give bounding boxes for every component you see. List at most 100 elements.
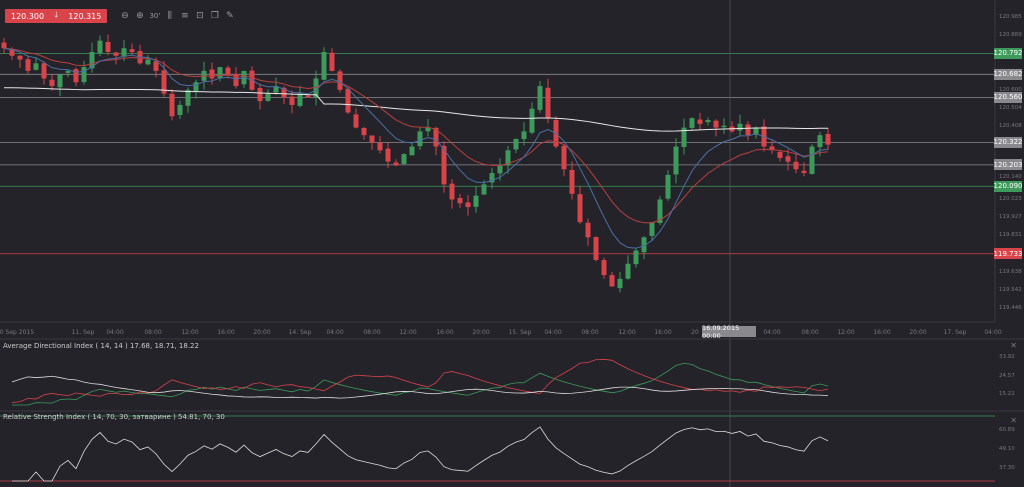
price-badge[interactable]: 120.300 🡓 120.315 [5, 9, 108, 23]
candle [121, 39, 127, 62]
candle [745, 121, 751, 141]
candle [33, 57, 39, 71]
time-tick: 16:00 [654, 329, 672, 336]
screenshot-icon[interactable]: ⊡ [196, 11, 204, 21]
adx-minus-di [11, 358, 829, 403]
level-tag: 119.733 [993, 248, 1023, 260]
adx-title: Average Directional Index ( 14, 14 ) 17.… [3, 342, 199, 350]
candle-body [121, 48, 127, 57]
candle-body [497, 165, 503, 174]
draw-icon[interactable]: ✎ [226, 11, 234, 21]
candle-body [353, 114, 359, 128]
candle-body [273, 86, 279, 93]
time-tick: 08:00 [363, 329, 381, 336]
time-tick: 12:00 [618, 329, 636, 336]
arrow-down-icon: 🡓 [54, 10, 59, 19]
toolbar: 120.300 🡓 120.315 ⊖ ⊕ 30' ⫼ ≡ ⊡ ❐ ✎ [5, 9, 237, 23]
candle [41, 61, 47, 85]
candle-body [577, 194, 583, 223]
candle [521, 122, 527, 146]
candle-body [345, 88, 351, 113]
candle-body [745, 124, 751, 136]
candle-body [649, 222, 655, 236]
candle-body [401, 154, 407, 164]
candle [785, 149, 791, 171]
candle-body [665, 174, 671, 199]
candle [681, 118, 687, 155]
adx-plus-di [12, 362, 829, 406]
close-adx-icon[interactable]: ✕ [1010, 341, 1017, 350]
candle-body [377, 142, 383, 151]
candle-body [769, 146, 775, 151]
ma-white-line [3, 87, 829, 132]
candle-body [65, 70, 71, 73]
candle-body [673, 146, 679, 175]
price-tick: 120.023 [999, 195, 1022, 202]
timeframe-icon[interactable]: 30' [149, 12, 161, 20]
candle-body [545, 87, 551, 119]
candle-body [809, 146, 815, 174]
candle [505, 146, 511, 174]
copy-icon[interactable]: ❐ [210, 11, 219, 21]
candle-body [657, 199, 663, 223]
candle [705, 117, 711, 126]
candle [825, 128, 831, 150]
candle [601, 257, 607, 279]
candle-body [393, 162, 399, 166]
candles-icon[interactable]: ⫼ [167, 11, 172, 21]
candle [377, 135, 383, 154]
time-tick: 12:00 [399, 329, 417, 336]
time-tick: 20:00 [472, 329, 490, 336]
candle-body [209, 69, 215, 79]
candle-body [257, 87, 263, 102]
candle-body [457, 198, 463, 204]
close-rsi-icon[interactable]: ✕ [1010, 416, 1017, 425]
candle [89, 42, 95, 73]
time-tick: 04:00 [106, 329, 124, 336]
candle [697, 112, 703, 130]
candle [561, 143, 567, 177]
candle [145, 55, 151, 66]
price-tick: 120.889 [999, 32, 1022, 39]
zoom-in-icon[interactable]: ⊕ [136, 11, 144, 21]
rsi-tick: 49.10 [999, 446, 1015, 452]
candle-body [289, 96, 295, 105]
price-tick: 120.408 [999, 123, 1022, 130]
rsi-line [12, 426, 829, 482]
candle [361, 126, 367, 140]
candle [177, 100, 183, 120]
candle-body [265, 93, 271, 101]
candle [569, 161, 575, 200]
candle [73, 67, 79, 87]
candle-body [513, 138, 519, 150]
candle [449, 179, 455, 209]
candle-body [105, 41, 111, 52]
candle-body [521, 131, 527, 140]
candle [649, 221, 655, 242]
candle-body [297, 93, 303, 106]
candle-body [681, 127, 687, 147]
candle [625, 255, 631, 280]
adx-tick: 15.22 [999, 391, 1015, 397]
candle [665, 170, 671, 201]
candle [129, 43, 135, 56]
time-tick: 16:00 [873, 329, 891, 336]
candle-body [433, 127, 439, 147]
candle-body [441, 145, 447, 185]
candle [25, 55, 31, 74]
time-tick: 16:00 [217, 329, 235, 336]
candle-body [593, 237, 599, 260]
candle [417, 127, 423, 150]
indicators-icon[interactable]: ≡ [181, 11, 189, 21]
zoom-out-icon[interactable]: ⊖ [121, 11, 129, 21]
candle-body [817, 135, 823, 148]
time-tick: 15. Sep [508, 329, 532, 336]
candle-body [361, 127, 367, 136]
candle [385, 141, 391, 168]
candle [769, 140, 775, 154]
candle-body [825, 133, 831, 145]
candle-body [641, 237, 647, 253]
level-tag: 120.322 [993, 136, 1023, 148]
candle-body [177, 104, 183, 115]
